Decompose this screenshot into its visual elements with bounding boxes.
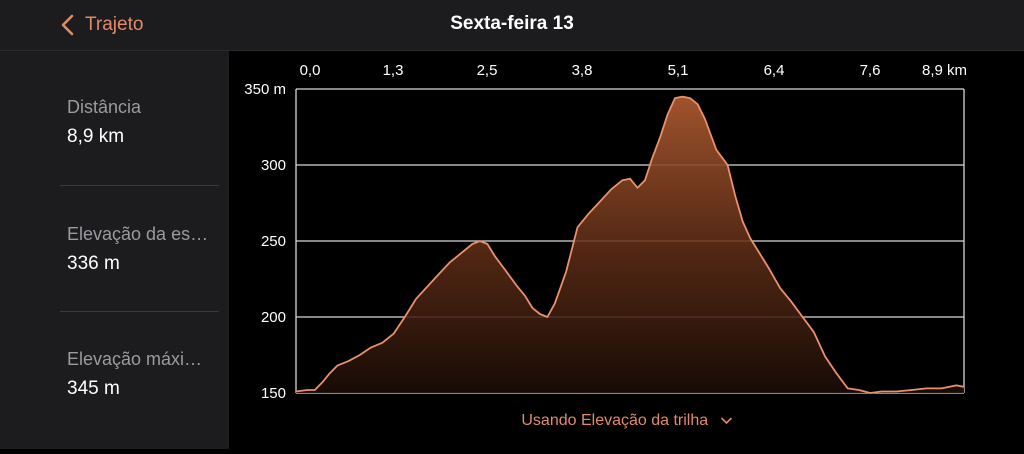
x-tick-label: 0,0 <box>300 62 321 79</box>
x-tick-label: 1,3 <box>383 62 404 79</box>
stat-distance-value: 8,9 km <box>67 126 125 147</box>
y-tick-label: 250 <box>261 233 286 250</box>
elevation-area <box>296 96 964 393</box>
x-tick-label: 2,5 <box>477 62 498 79</box>
chevron-down-icon <box>720 412 732 430</box>
divider <box>60 311 219 312</box>
stat-max-elevation-value: 345 m <box>67 378 120 399</box>
stats-sidebar: Distância 8,9 km Elevação da es… 336 m E… <box>0 51 229 449</box>
y-tick-label: 350 m <box>244 81 286 98</box>
elevation-chart-svg: 0,0 1,3 2,5 3,8 5,1 6,4 7,6 8,9 km 350 m 300 250 2… <box>244 62 967 402</box>
divider <box>60 185 219 186</box>
stat-elevation-gain-label: Elevação da es… <box>67 224 209 244</box>
y-tick-label: 300 <box>261 157 286 174</box>
x-tick-label: 7,6 <box>860 62 881 79</box>
elevation-chart: 0,0 1,3 2,5 3,8 5,1 6,4 7,6 8,9 km 350 m 300 250 2… <box>229 51 1024 449</box>
x-tick-label: 8,9 km <box>922 62 967 79</box>
x-tick-label: 6,4 <box>764 62 785 79</box>
stat-distance: Distância 8,9 km <box>67 97 227 148</box>
y-tick-label: 200 <box>261 309 286 326</box>
back-button[interactable]: Trajeto <box>60 12 143 38</box>
chevron-left-icon <box>61 14 74 36</box>
stat-elevation-gain-value: 336 m <box>67 253 120 274</box>
navigation-bar: Trajeto Sexta-feira 13 <box>0 0 1024 51</box>
stat-distance-label: Distância <box>67 97 142 117</box>
back-button-label: Trajeto <box>85 14 144 35</box>
elevation-source-label: Usando Elevação da trilha <box>521 412 709 429</box>
x-tick-label: 3,8 <box>572 62 593 79</box>
x-tick-label: 5,1 <box>668 62 689 79</box>
elevation-source-selector[interactable]: Usando Elevação da trilha <box>229 412 1024 430</box>
stat-max-elevation: Elevação máxi… 345 m <box>67 349 227 400</box>
y-tick-label: 150 <box>261 385 286 402</box>
stat-max-elevation-label: Elevação máxi… <box>67 349 203 369</box>
stat-elevation-gain: Elevação da es… 336 m <box>67 224 227 275</box>
page-title: Sexta-feira 13 <box>450 13 574 34</box>
elevation-line <box>295 95 965 394</box>
